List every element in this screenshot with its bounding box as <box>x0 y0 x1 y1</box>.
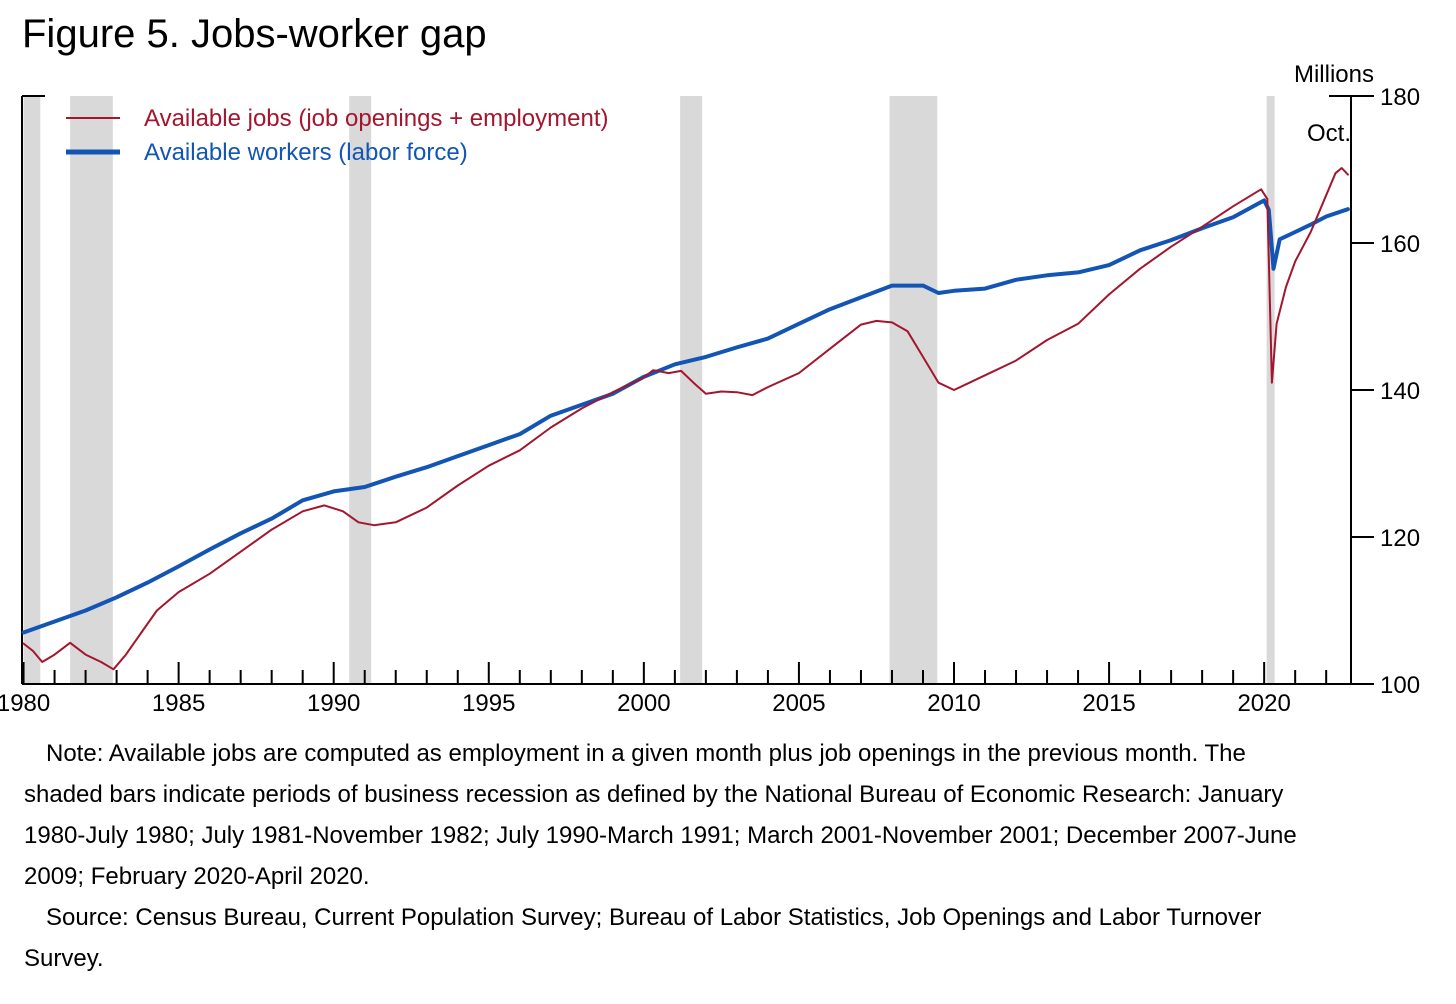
y-tick-label: 100 <box>1380 672 1420 699</box>
source-text: Source: Census Bureau, Current Populatio… <box>24 904 1262 972</box>
annotation-label: Oct. <box>1307 120 1351 147</box>
recession-band <box>349 96 372 684</box>
axes: 1980 1985 1990 1995 2000 2005 2010 2015 2020 100 1… <box>0 61 1420 717</box>
recession-band <box>70 96 113 684</box>
y-tick-label: 120 <box>1380 525 1420 552</box>
x-tick-label: 2020 <box>1237 690 1290 717</box>
note-text: Note: Available jobs are computed as emp… <box>24 740 1297 890</box>
available-workers-line <box>21 198 1350 635</box>
x-tick-label: 2000 <box>617 690 670 717</box>
y-tick-label: 140 <box>1380 378 1420 405</box>
x-tick-label: 2015 <box>1082 690 1135 717</box>
available-jobs-line <box>22 167 1349 671</box>
legend-label: Available workers (labor force) <box>144 139 468 166</box>
recession-band <box>23 96 41 684</box>
figure-notes: Note: Available jobs are computed as emp… <box>24 733 1324 979</box>
y-axis-unit-label: Millions <box>1294 61 1374 88</box>
recession-band <box>680 96 703 684</box>
recession-bands <box>23 96 1275 684</box>
y-tick-label: 160 <box>1380 231 1420 258</box>
x-tick-label: 1985 <box>152 690 205 717</box>
figure-title: Figure 5. Jobs-worker gap <box>22 12 487 56</box>
y-tick-label: 180 <box>1380 84 1420 111</box>
series-lines <box>21 167 1350 671</box>
jobs-worker-gap-chart: Available jobs (job openings + employmen… <box>0 61 1420 717</box>
recession-band <box>1266 96 1275 684</box>
recession-band <box>889 96 938 684</box>
x-tick-label: 1980 <box>0 690 50 717</box>
x-tick-label: 1990 <box>307 690 360 717</box>
x-tick-label: 2010 <box>927 690 980 717</box>
legend: Available jobs (job openings + employmen… <box>66 105 609 166</box>
x-tick-label: 2005 <box>772 690 825 717</box>
legend-label: Available jobs (job openings + employmen… <box>144 105 609 132</box>
x-tick-label: 1995 <box>462 690 515 717</box>
